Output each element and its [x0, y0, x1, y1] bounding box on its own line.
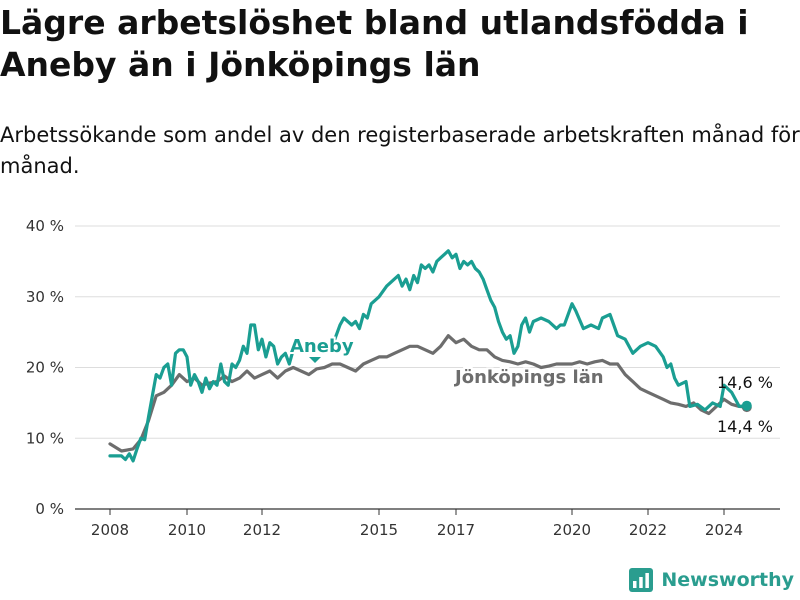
brand-name: Newsworthy [661, 569, 794, 591]
y-tick-label: 30 % [26, 288, 64, 306]
x-tick-label: 2015 [360, 521, 398, 539]
line-chart: 0 % 10 % 20 % 30 % 40 % 2008 2010 2012 2015 2017… [26, 217, 780, 539]
x-tick-label: 2024 [705, 521, 743, 539]
y-tick-label: 20 % [26, 359, 64, 377]
end-value-label-aneby: 14,6 % [717, 373, 773, 392]
end-point-aneby [741, 400, 752, 411]
x-tick-label: 2022 [629, 521, 667, 539]
grid: 0 % 10 % 20 % 30 % 40 % [26, 217, 780, 518]
series-layer [108, 249, 752, 463]
y-tick-label: 0 % [35, 500, 64, 518]
series-label-aneby: Aneby [290, 336, 354, 357]
x-tick-label: 2012 [243, 521, 281, 539]
series-label-lan: Jönköpings län [453, 367, 604, 388]
series-line-aneby [108, 249, 749, 463]
x-tick-label: 2008 [91, 521, 129, 539]
x-tick-label: 2017 [437, 521, 475, 539]
label-layer: Aneby Jönköpings län 14,6 % 14,4 % [288, 334, 773, 436]
chart-subtitle: Arbetssökande som andel av den registerb… [0, 123, 800, 178]
chart-title: Lägre arbetslöshet bland utlandsfödda i … [0, 3, 749, 84]
x-tick-label: 2020 [553, 521, 591, 539]
y-tick-label: 10 % [26, 429, 64, 447]
newsworthy-logo-icon [629, 568, 654, 592]
x-tick-label: 2010 [168, 521, 206, 539]
series-label-pointer-aneby [309, 357, 321, 363]
end-value-label-lan: 14,4 % [717, 417, 773, 436]
y-tick-label: 40 % [26, 217, 64, 235]
series-line-lan [108, 334, 749, 453]
brand: Newsworthy [629, 568, 794, 592]
x-axis: 2008 2010 2012 2015 2017 2020 2022 2024 [91, 509, 743, 539]
